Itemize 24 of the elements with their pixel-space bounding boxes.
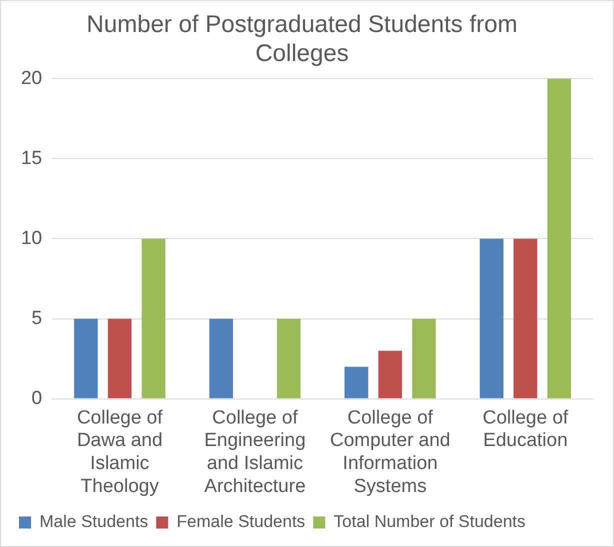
legend-label: Male Students (40, 512, 148, 532)
bar (344, 366, 368, 398)
bar (209, 318, 233, 398)
bar (276, 318, 301, 398)
bar (514, 238, 538, 398)
bar (547, 78, 572, 398)
legend-label: Total Number of Students (334, 512, 526, 532)
x-tick-label: College of Computer and Information Systems (330, 407, 450, 497)
y-tick-label: 5 (32, 308, 42, 329)
bar (142, 238, 166, 398)
bar (412, 318, 436, 398)
chart-title: Number of Postgraduated Students from Colleges (86, 11, 518, 67)
y-tick-label: 15 (20, 148, 42, 169)
x-tick-label: College of Dawa and Islamic Theology (76, 407, 164, 497)
bar (480, 238, 504, 398)
bar (378, 350, 402, 398)
bar (108, 318, 132, 398)
y-tick-label: 10 (20, 228, 42, 249)
y-tick-label: 20 (20, 68, 42, 89)
x-tick-label: College of Engineering and Islamic Architecture (204, 407, 306, 497)
bar (74, 318, 98, 398)
x-tick-label: College of Education (482, 407, 569, 452)
legend-label: Female Students (176, 512, 306, 532)
y-tick-label: 0 (32, 388, 42, 410)
